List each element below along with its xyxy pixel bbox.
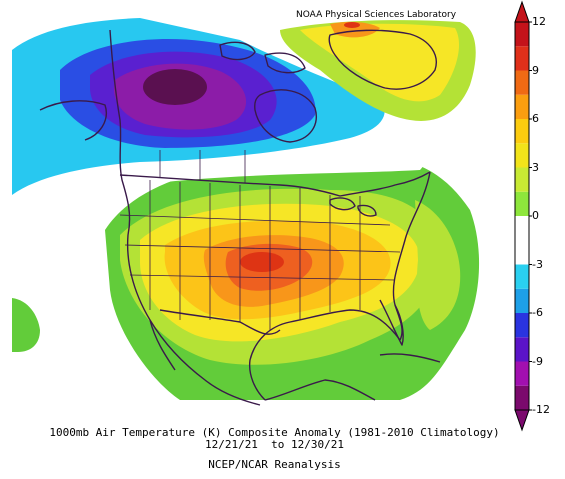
colorbar-tick-label: 6 <box>532 112 539 125</box>
anomaly-field <box>12 14 500 404</box>
colorbar-segment <box>515 216 529 241</box>
colorbar-tick-label: 12 <box>532 15 546 28</box>
state-borders <box>119 150 401 330</box>
colorbar <box>514 0 532 432</box>
colorbar-tick-label: -6 <box>532 306 543 319</box>
colorbar-segment <box>515 119 529 144</box>
colorbar-tick-label: 0 <box>532 209 539 222</box>
caption-line-1: 1000mb Air Temperature (K) Composite Ano… <box>49 426 500 439</box>
colorbar-segment <box>515 361 529 386</box>
colorbar-segment <box>515 288 529 313</box>
colorbar-segment <box>515 70 529 95</box>
colorbar-tick-label: 3 <box>532 160 539 174</box>
credit-label: NOAA Physical Sciences Laboratory <box>296 10 457 20</box>
colorbar-top-arrow <box>514 0 530 23</box>
colorbar-tick-label: -12 <box>532 403 550 416</box>
colorbar-segment <box>515 22 529 47</box>
colorbar-segment <box>515 167 529 192</box>
colorbar-segment <box>515 191 529 216</box>
colorbar-tick-label: -9 <box>532 354 543 368</box>
caption-line-3: NCEP/NCAR Reanalysis <box>208 458 341 471</box>
colorbar-segment <box>515 143 529 168</box>
colorbar-segment <box>515 46 529 71</box>
colorbar-segment <box>515 94 529 119</box>
caption-line-2: 12/21/21 to 12/30/21 <box>204 438 345 451</box>
colorbar-segment <box>515 337 529 362</box>
colorbar-segment <box>515 240 529 265</box>
colorbar-segment <box>515 264 529 289</box>
colorbar-tick-label: -3 <box>532 257 543 271</box>
colorbar-tick-label: 9 <box>532 63 539 77</box>
colorbar-segment <box>515 313 529 338</box>
colorbar-segment <box>515 385 529 410</box>
